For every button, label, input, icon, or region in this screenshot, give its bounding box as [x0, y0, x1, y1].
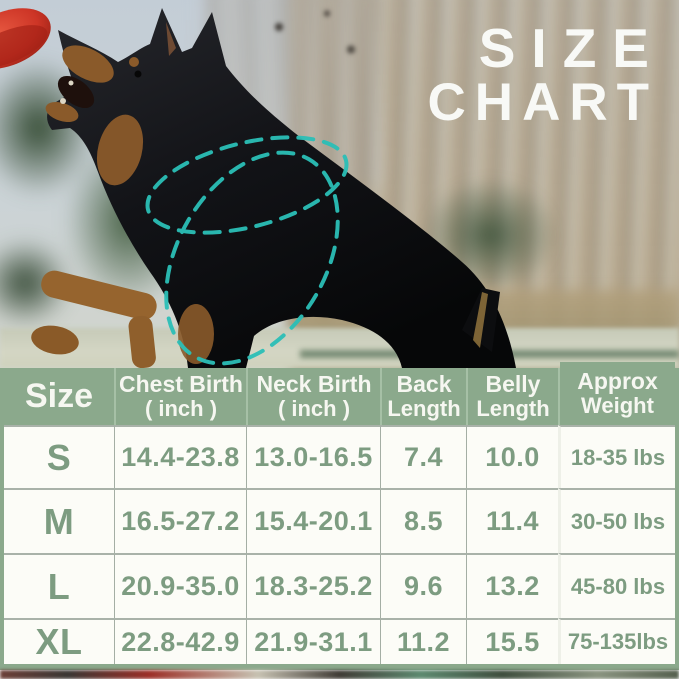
dog-front-legs — [31, 270, 157, 368]
row-l-belly: 13.2 — [466, 553, 558, 618]
frisbee-icon — [0, 8, 51, 69]
row-m-weight: 30-50 lbs — [558, 488, 675, 553]
dog-eye — [134, 70, 142, 78]
header-size-label: Size — [24, 377, 94, 416]
next-image-sliver — [0, 670, 679, 679]
dog-tan-markings — [45, 45, 214, 364]
row-s-size: S — [4, 425, 114, 488]
doberman-dog-illustration — [0, 8, 517, 368]
row-l-weight: 45-80 lbs — [558, 553, 675, 618]
dog-photo: SIZE CHART — [0, 0, 679, 368]
row-l-chest: 20.9-35.0 — [114, 553, 246, 618]
size-table-grid: Size Chest Birth ( inch ) Neck Birth ( i… — [4, 362, 675, 664]
row-xl-back: 11.2 — [380, 618, 466, 664]
title-line-size: SIZE — [478, 17, 665, 79]
row-m-belly: 11.4 — [466, 488, 558, 553]
row-l-back: 9.6 — [380, 553, 466, 618]
row-l-neck: 18.3-25.2 — [246, 553, 380, 618]
dog-body — [31, 8, 517, 368]
header-chest: Chest Birth ( inch ) — [114, 368, 246, 425]
row-s-belly: 10.0 — [466, 425, 558, 488]
ground-band — [0, 328, 679, 368]
header-weight-panel: Approx Weight — [560, 362, 675, 425]
row-xl-neck: 21.9-31.1 — [246, 618, 380, 664]
row-m-back: 8.5 — [380, 488, 466, 553]
row-m-size: M — [4, 488, 114, 553]
row-m-neck: 15.4-20.1 — [246, 488, 380, 553]
dog-ear-inner — [166, 22, 176, 56]
title-line-chart: CHART — [427, 73, 658, 133]
sky-twigs — [255, 0, 375, 90]
size-chart-title: SIZE CHART — [428, 20, 649, 130]
row-l-size: L — [4, 553, 114, 618]
row-s-chest: 14.4-23.8 — [114, 425, 246, 488]
size-table: Size Chest Birth ( inch ) Neck Birth ( i… — [0, 362, 679, 670]
header-back: Back Length — [380, 368, 466, 425]
row-m-chest: 16.5-27.2 — [114, 488, 246, 553]
row-xl-belly: 15.5 — [466, 618, 558, 664]
dog-open-mouth — [57, 75, 95, 109]
header-weight: Approx Weight — [558, 362, 675, 425]
row-xl-size: XL — [4, 618, 114, 664]
row-xl-weight: 75-135lbs — [558, 618, 675, 664]
header-neck: Neck Birth ( inch ) — [246, 368, 380, 425]
neck-measure-ellipse — [145, 135, 349, 235]
header-belly: Belly Length — [466, 368, 558, 425]
row-s-back: 7.4 — [380, 425, 466, 488]
row-s-weight: 18-35 lbs — [558, 425, 675, 488]
header-size: Size — [4, 368, 114, 425]
chest-measure-ellipse — [164, 150, 340, 366]
row-xl-chest: 22.8-42.9 — [114, 618, 246, 664]
row-s-neck: 13.0-16.5 — [246, 425, 380, 488]
